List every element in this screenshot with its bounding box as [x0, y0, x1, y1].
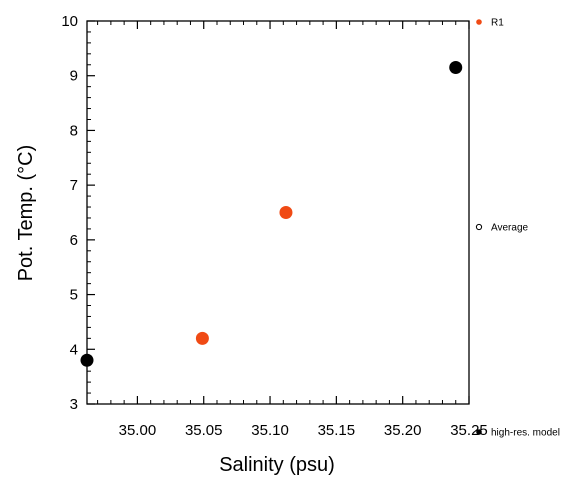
x-axis-title: Salinity (psu) [219, 454, 335, 476]
y-tick-label: 3 [70, 396, 78, 413]
y-tick-label: 10 [61, 13, 78, 30]
x-tick-label: 35.25 [450, 422, 488, 439]
legend-marker [476, 429, 482, 435]
legend: R1 Average high-res. model [475, 18, 560, 439]
data-point [195, 331, 209, 345]
legend-label: Average [491, 223, 529, 234]
y-tick-label: 4 [70, 341, 78, 358]
data-point [80, 353, 94, 367]
x-tick-label: 35.00 [119, 422, 157, 439]
x-tick-label: 35.20 [384, 422, 422, 439]
data-point [449, 61, 463, 75]
y-tick-label: 7 [70, 177, 78, 194]
legend-marker [475, 223, 483, 231]
y-tick-label: 9 [70, 68, 78, 85]
legend-label: R1 [491, 18, 504, 29]
y-tick-label: 5 [70, 287, 78, 304]
plot-area: 35.00 35.05 35.10 35.15 35.20 35.25 3 4 5 6 7 8 9 10 [61, 13, 487, 439]
x-tick-label: 35.05 [185, 422, 223, 439]
y-tick-label: 6 [70, 232, 78, 249]
legend-marker [476, 19, 482, 25]
plot-frame [86, 20, 470, 405]
x-tick-label: 35.15 [318, 422, 356, 439]
y-tick-label: 8 [70, 122, 78, 139]
y-axis-title: Pot. Temp. (°C) [15, 145, 37, 282]
data-point [279, 206, 293, 219]
legend-label: high-res. model [491, 428, 560, 439]
x-tick-label: 35.10 [251, 422, 289, 439]
